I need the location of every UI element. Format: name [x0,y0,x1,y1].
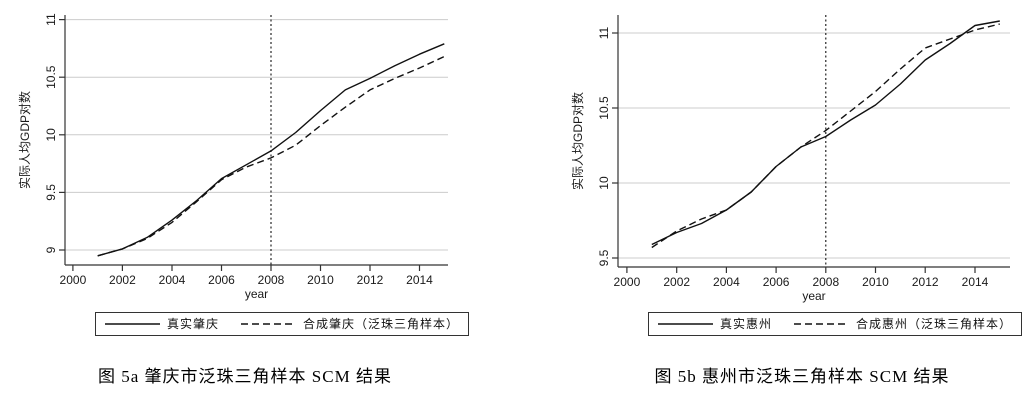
x-tick-label: 2004 [713,275,740,289]
x-tick-label: 2010 [862,275,889,289]
y-tick-label: 9.5 [44,184,58,201]
x-tick-label: 2004 [159,273,186,287]
solid-line-swatch [658,323,713,325]
y-tick-label: 10.5 [597,96,611,120]
x-tick-label: 2002 [663,275,690,289]
y-tick-label: 9.5 [597,249,611,266]
x-tick-label: 2014 [962,275,989,289]
x-tick-label: 2000 [614,275,641,289]
figure-caption-5a: 图 5a 肇庆市泛珠三角样本 SCM 结果 [98,367,392,386]
x-tick-label: 2006 [763,275,790,289]
series-line-solid [651,20,1000,246]
x-axis-title: year [245,287,268,301]
x-tick-label: 2008 [258,273,285,287]
y-tick-label: 11 [44,13,58,26]
figure-5b-huizhou: 9.5 10 10.5 11 2000 2002 2004 2006 2008 2010 2012 2… [512,0,1024,401]
x-tick-label: 2010 [307,273,334,287]
solid-line-swatch [105,323,160,325]
figure-5a-zhaoqing: 9 9.5 10 10.5 11 2000 2002 2004 2006 2008 2010 2012… [17,13,470,386]
scm-line-chart-zhaoqing: 9 9.5 10 10.5 11 2000 2002 2004 2006 2008 2010 2012… [17,13,448,301]
y-tick-label: 10.5 [44,65,58,89]
legend-label-synthetic-huizhou: 合成惠州（泛珠三角样本） [856,317,1013,331]
legend-label-real-huizhou: 真实惠州 [720,317,773,331]
figure-caption-5b: 图 5b 惠州市泛珠三角样本 SCM 结果 [654,367,950,386]
y-axis-title: 实际人均GDP对数 [570,92,585,190]
dashed-line-swatch [241,323,297,325]
x-tick-label: 2008 [812,275,839,289]
scm-line-chart-huizhou: 9.5 10 10.5 11 2000 2002 2004 2006 2008 2010 2012 2… [570,15,1010,303]
dashed-line-swatch [794,323,850,325]
legend-huizhou: 真实惠州 合成惠州（泛珠三角样本） [648,312,1023,336]
x-tick-label: 2000 [60,273,87,287]
y-tick-label: 9 [44,246,58,253]
x-tick-label: 2012 [912,275,939,289]
legend-zhaoqing: 真实肇庆 合成肇庆（泛珠三角样本） [95,312,470,336]
x-tick-label: 2006 [208,273,235,287]
x-tick-label: 2014 [406,273,433,287]
series-line-dashed [97,55,445,257]
y-tick-label: 10 [44,128,58,142]
series-line-dashed [651,23,1000,249]
y-axis-title: 实际人均GDP对数 [17,91,32,189]
legend-label-synthetic-zhaoqing: 合成肇庆（泛珠三角样本） [303,317,460,331]
y-tick-label: 11 [597,26,611,39]
series-line-solid [97,43,445,257]
legend-label-real-zhaoqing: 真实肇庆 [167,317,220,331]
y-tick-label: 10 [597,176,611,190]
x-axis-title: year [802,289,825,303]
x-tick-label: 2002 [109,273,136,287]
x-tick-label: 2012 [357,273,384,287]
